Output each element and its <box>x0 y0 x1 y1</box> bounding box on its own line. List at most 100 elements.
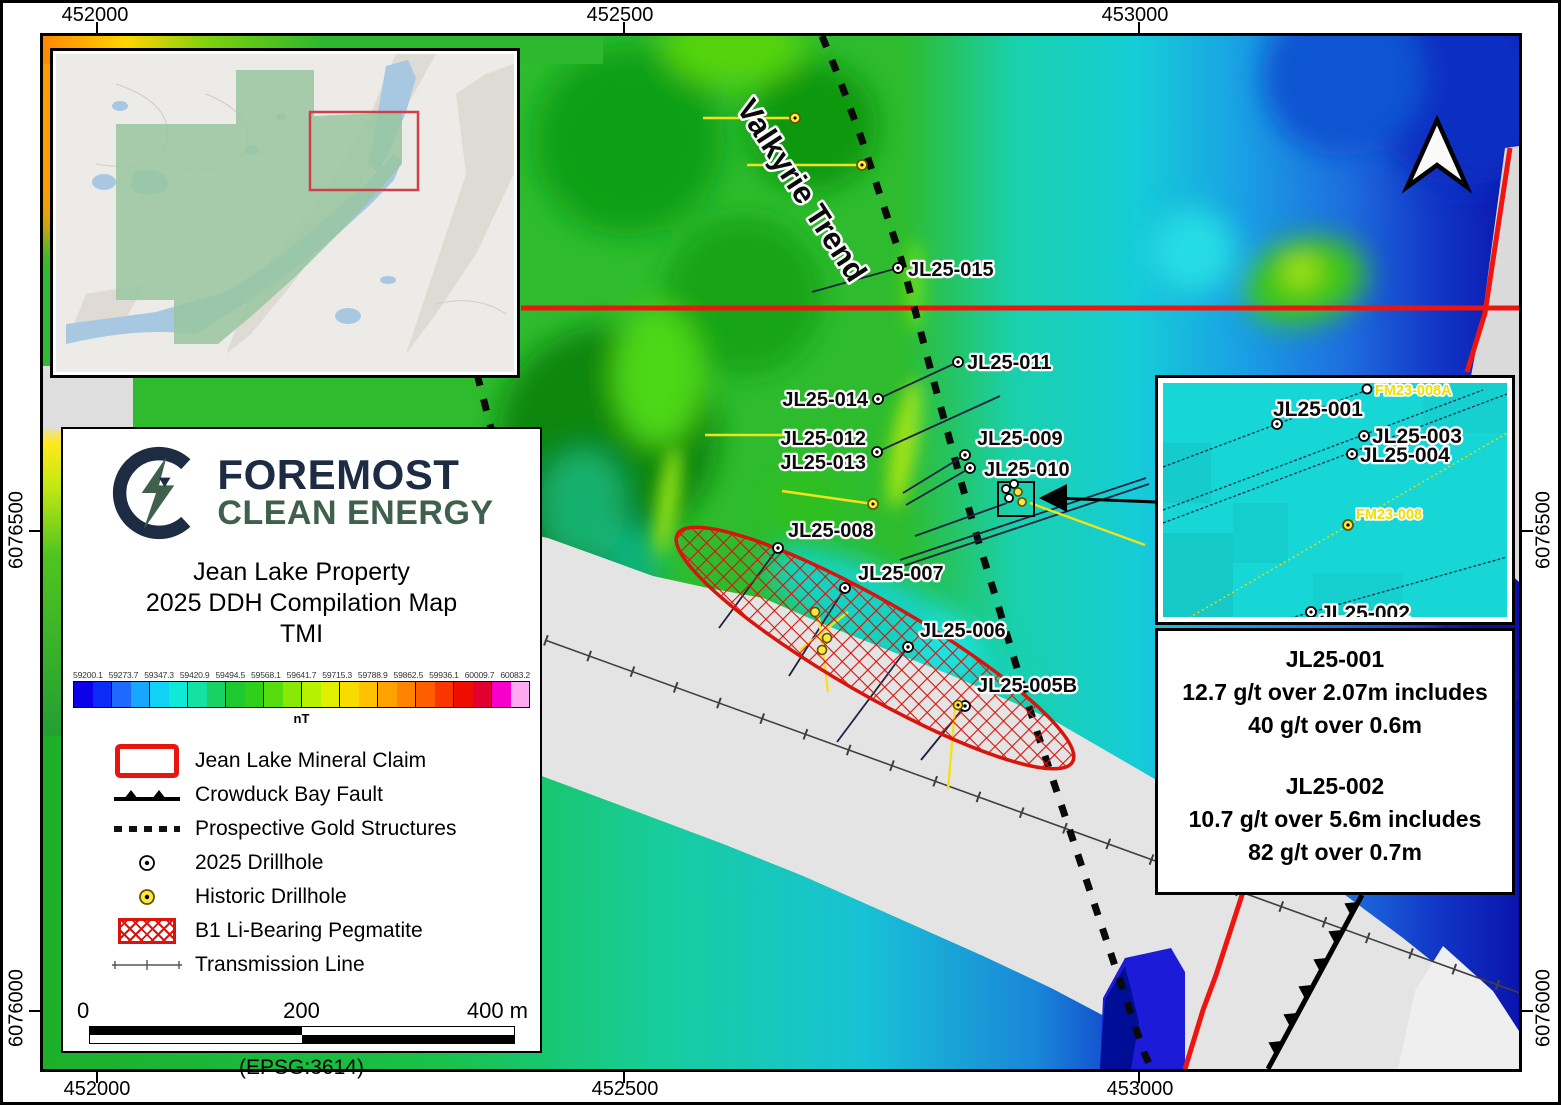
crs-label: (EPSG:3614) <box>239 1056 364 1079</box>
foremost-logo-icon <box>113 446 191 540</box>
fault-swatch-icon <box>114 790 180 801</box>
drillhole-markers-historic <box>789 112 1027 711</box>
map-title-line1: Jean Lake Property <box>193 558 410 586</box>
map-extent-rectangle <box>308 110 420 192</box>
legend-row-fault: Crowduck Bay Fault <box>63 778 540 812</box>
legend-label: B1 Li-Bearing Pegmatite <box>195 919 423 942</box>
result-line: 40 g/t over 0.6m <box>1248 712 1422 738</box>
detail-inset-canvas: FM23-008A JL25-001 JL25-003 JL25-004 FM2… <box>1162 381 1508 638</box>
transmission-line <box>543 634 1519 999</box>
colorbar-cell <box>320 682 340 707</box>
drillhole-label: JL25-005B <box>977 675 1077 697</box>
axis-label-bottom: 452500 <box>591 1078 659 1100</box>
legend-row-gold-structures: Prospective Gold Structures <box>63 812 540 846</box>
map-title: Jean Lake Property 2025 DDH Compilation … <box>63 557 540 650</box>
drillhole-label: JL25-007 <box>858 563 944 585</box>
crowduck-bay-fault <box>1265 893 1365 1069</box>
colorbar-cell <box>358 682 378 707</box>
result-hole-title: JL25-002 <box>1285 773 1385 799</box>
claim-swatch-icon <box>115 744 179 778</box>
axis-label-left: 6076000 <box>5 969 28 1047</box>
axis-tick <box>29 1010 40 1012</box>
axis-tick <box>1522 1010 1533 1012</box>
assay-results-box: JL25-001 12.7 g/t over 2.07m includes 40… <box>1155 628 1515 895</box>
colorbar-cell <box>472 682 492 707</box>
overview-inset-map <box>50 48 520 378</box>
result-hole-title: JL25-001 <box>1285 646 1385 672</box>
axis-label-left: 6076500 <box>5 491 28 569</box>
axis-label-top: 453000 <box>1101 4 1169 26</box>
detail-label: JL25-002 <box>1320 602 1410 617</box>
colorbar-tick-label: 59936.1 <box>429 670 459 680</box>
colorbar-tick-label: 59347.3 <box>144 670 174 680</box>
legend-row-2025-drillhole: 2025 Drillhole <box>63 846 540 880</box>
colorbar-cell <box>206 682 226 707</box>
legend-label: Jean Lake Mineral Claim <box>195 749 427 772</box>
colorbar-cell <box>434 682 454 707</box>
colorbar-cell <box>74 682 93 707</box>
colorbar-cell <box>188 682 207 707</box>
pegmatite-outline <box>674 525 1076 771</box>
dashed-line-swatch-icon <box>114 826 180 832</box>
result-line: 10.7 g/t over 5.6m includes <box>1188 806 1482 832</box>
scalebar-label-0: 0 <box>77 998 90 1023</box>
scalebar-graphic <box>88 1026 515 1044</box>
colorbar-cell <box>340 682 359 707</box>
colorbar-cell <box>282 682 302 707</box>
map-title-line2: 2025 DDH Compilation Map <box>145 589 458 617</box>
drillhole-label: JL25-014 <box>782 389 868 411</box>
colorbar-tick-label: 59788.9 <box>357 670 388 680</box>
legend-label: Prospective Gold Structures <box>195 817 457 840</box>
legend-row-historic-drillhole: Historic Drillhole <box>63 880 540 914</box>
drillhole-markers-2025 <box>772 262 1019 712</box>
legend-items: Jean Lake Mineral Claim Crowduck Bay Fau… <box>63 744 540 982</box>
legend-label: 2025 Drillhole <box>195 851 324 874</box>
drillhole-label: JL25-012 <box>780 428 866 450</box>
detail-label: JL25-004 <box>1360 444 1450 467</box>
legend-label: Crowduck Bay Fault <box>195 783 383 806</box>
logo-word-clean-energy: CLEAN ENERGY <box>217 494 494 532</box>
colorbar-cell <box>492 682 511 707</box>
colorbar-cell <box>226 682 245 707</box>
axis-label-top: 452000 <box>61 4 129 26</box>
colorbar-tick-label: 59862.5 <box>393 670 424 680</box>
axis-tick <box>623 1072 625 1083</box>
drillhole-label: JL25-013 <box>780 452 866 474</box>
drillhole-label: JL25-011 <box>967 352 1052 374</box>
scalebar: 0 200 400 m <box>63 998 540 1044</box>
drillhole-label: JL25-009 <box>977 428 1063 450</box>
colorbar-tick-label: 59568.1 <box>251 670 281 680</box>
colorbar-cell <box>168 682 188 707</box>
legend-row-mineral-claim: Jean Lake Mineral Claim <box>63 744 540 778</box>
gold-structure-dashed-line <box>473 36 1156 1069</box>
axis-tick <box>1138 1072 1140 1083</box>
detail-drill-traces <box>1162 382 1508 638</box>
colorbar-tick-label: 60009.7 <box>464 670 495 680</box>
colorbar-cell <box>150 682 169 707</box>
detail-label: JL25-003 <box>1372 425 1462 448</box>
axis-tick <box>1138 22 1140 33</box>
map-neatline <box>40 33 1522 1072</box>
detail-historic-trace <box>1162 432 1508 634</box>
axis-tick <box>96 22 98 33</box>
axis-tick <box>623 22 625 33</box>
scalebar-label-200: 200 <box>283 998 320 1023</box>
colorbar-cell <box>510 682 529 707</box>
detail-labels: FM23-008A JL25-001 JL25-003 JL25-004 FM2… <box>1271 381 1464 627</box>
pegmatite-swatch-icon <box>118 918 176 944</box>
detail-drillhole-markers <box>1271 383 1373 618</box>
colorbar-tick-label: 59420.9 <box>179 670 210 680</box>
colorbar-ticks: 59200.1 59273.7 59347.3 59420.9 59494.5 59568… <box>73 670 530 680</box>
colorbar: 59200.1 59273.7 59347.3 59420.9 59494.5 59568… <box>73 670 530 726</box>
legend-label: Historic Drillhole <box>195 885 347 908</box>
axis-label-bottom: 453000 <box>1106 1078 1174 1100</box>
drillhole-labels: JL25-015 JL25-011 JL25-014 JL25-012 JL25… <box>778 257 1079 700</box>
colorbar-tick-label: 60083.2 <box>500 670 530 680</box>
axis-label-right: 6076500 <box>1532 491 1555 569</box>
detail-label: FM23-008A <box>1375 383 1452 399</box>
colorbar-cell <box>130 682 150 707</box>
drillhole-historic-swatch-icon <box>139 889 155 905</box>
legend-panel: FOREMOST CLEAN ENERGY Jean Lake Property… <box>61 427 542 1079</box>
company-logo: FOREMOST CLEAN ENERGY <box>63 445 540 541</box>
